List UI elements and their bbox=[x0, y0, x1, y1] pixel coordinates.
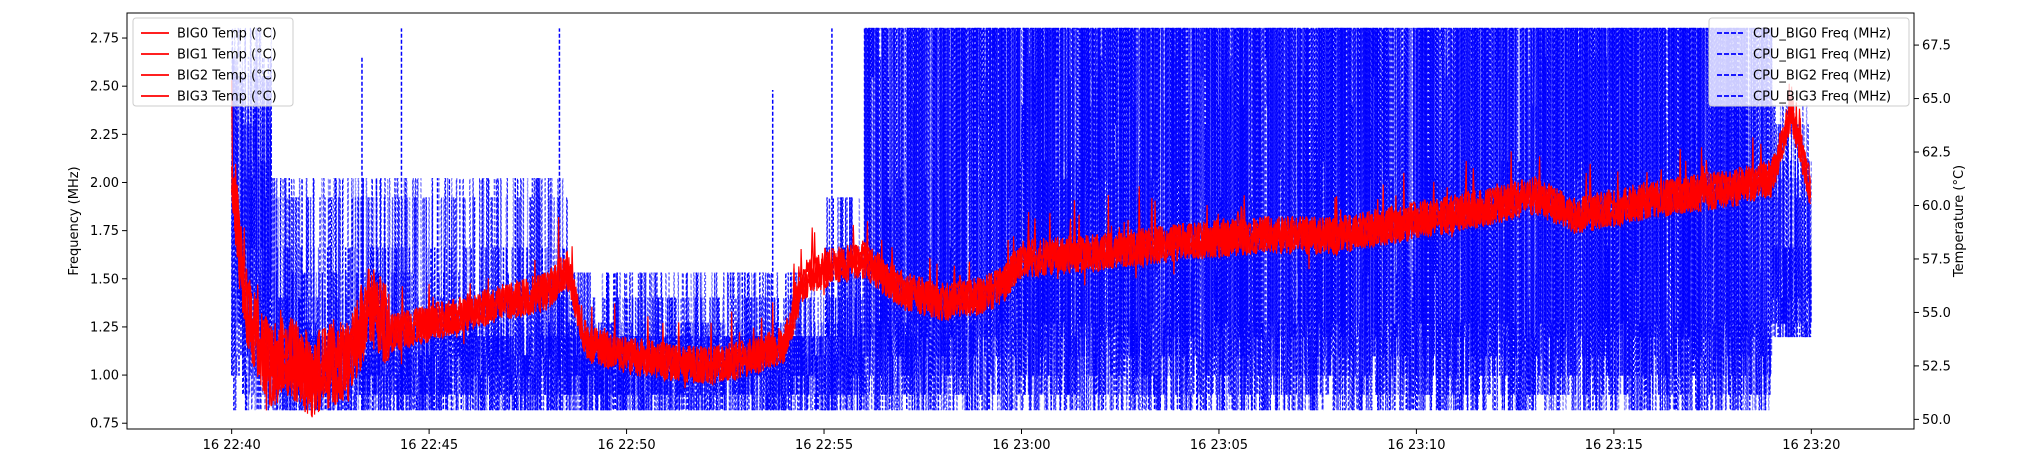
y-left-tick-label: 1.50 bbox=[90, 272, 119, 287]
x-tick-label: 16 23:00 bbox=[992, 438, 1050, 453]
legend-entry-label: BIG0 Temp (°C) bbox=[177, 27, 277, 42]
legend-box bbox=[1708, 17, 1910, 107]
legend-entry-label: CPU_BIG0 Freq (MHz) bbox=[1753, 27, 1891, 42]
y-right-tick-label: 55.0 bbox=[1922, 306, 1951, 321]
frequency-series-layer bbox=[231, 27, 1812, 411]
x-tick-label: 16 23:15 bbox=[1585, 438, 1643, 453]
legend-entry-label: BIG3 Temp (°C) bbox=[177, 90, 277, 105]
y-axis-right-label: Temperature (°C) bbox=[1952, 165, 1967, 278]
x-tick-label: 16 23:05 bbox=[1190, 438, 1248, 453]
x-tick-label: 16 23:20 bbox=[1782, 438, 1840, 453]
y-left-tick-label: 1.00 bbox=[90, 369, 119, 384]
y-right-tick-label: 65.0 bbox=[1922, 92, 1951, 107]
y-right-tick-label: 57.5 bbox=[1922, 252, 1951, 267]
temp-series-line-3 bbox=[231, 83, 1812, 414]
freq-series-line-3 bbox=[231, 27, 1812, 411]
legend-entry-label: BIG1 Temp (°C) bbox=[177, 48, 277, 63]
legend-entry-label: CPU_BIG1 Freq (MHz) bbox=[1753, 48, 1891, 63]
y-left-tick-label: 1.25 bbox=[90, 320, 119, 335]
legend-frequency: CPU_BIG0 Freq (MHz) CPU_BIG1 Freq (MHz) CP… bbox=[1708, 17, 1910, 107]
legend-entry-label: CPU_BIG2 Freq (MHz) bbox=[1753, 69, 1891, 84]
y-right-tick-label: 50.0 bbox=[1922, 413, 1951, 428]
freq-series-line-2 bbox=[231, 27, 1812, 411]
y-right-tick-label: 60.0 bbox=[1922, 199, 1951, 214]
x-tick-label: 16 22:55 bbox=[795, 438, 853, 453]
x-tick-label: 16 22:50 bbox=[597, 438, 655, 453]
y-left-tick-label: 2.50 bbox=[90, 80, 119, 95]
legend-temperature: BIG0 Temp (°C) BIG1 Temp (°C) BIG2 Temp (°… bbox=[132, 17, 294, 107]
y-axis-left: 0.75 1.00 1.25 1.50 1.75 2.00 2.25 2.50 2.75 bbox=[90, 32, 127, 432]
plot-frame bbox=[126, 12, 1915, 430]
y-right-tick-label: 67.5 bbox=[1922, 39, 1951, 54]
legend-box bbox=[132, 17, 294, 107]
y-left-tick-label: 2.75 bbox=[90, 32, 119, 47]
y-right-tick-label: 62.5 bbox=[1922, 146, 1951, 161]
legend-entry-label: CPU_BIG3 Freq (MHz) bbox=[1753, 90, 1891, 105]
y-axis-right: 50.0 52.5 55.0 57.5 60.0 62.5 65.0 67.5 bbox=[1914, 39, 1951, 428]
temperature-series-layer bbox=[231, 80, 1812, 418]
legend-entry-label: BIG2 Temp (°C) bbox=[177, 69, 277, 84]
x-tick-label: 16 22:40 bbox=[203, 438, 261, 453]
y-left-tick-label: 2.25 bbox=[90, 128, 119, 143]
y-left-tick-label: 1.75 bbox=[90, 224, 119, 239]
y-axis-left-label: Frequency (MHz) bbox=[67, 166, 82, 275]
y-left-tick-label: 2.00 bbox=[90, 176, 119, 191]
y-right-tick-label: 52.5 bbox=[1922, 359, 1951, 374]
x-tick-label: 16 23:10 bbox=[1387, 438, 1445, 453]
x-axis: 16 22:40 16 22:45 16 22:50 16 22:55 16 23:00… bbox=[203, 429, 1840, 453]
y-left-tick-label: 0.75 bbox=[90, 417, 119, 432]
x-tick-label: 16 22:45 bbox=[400, 438, 458, 453]
